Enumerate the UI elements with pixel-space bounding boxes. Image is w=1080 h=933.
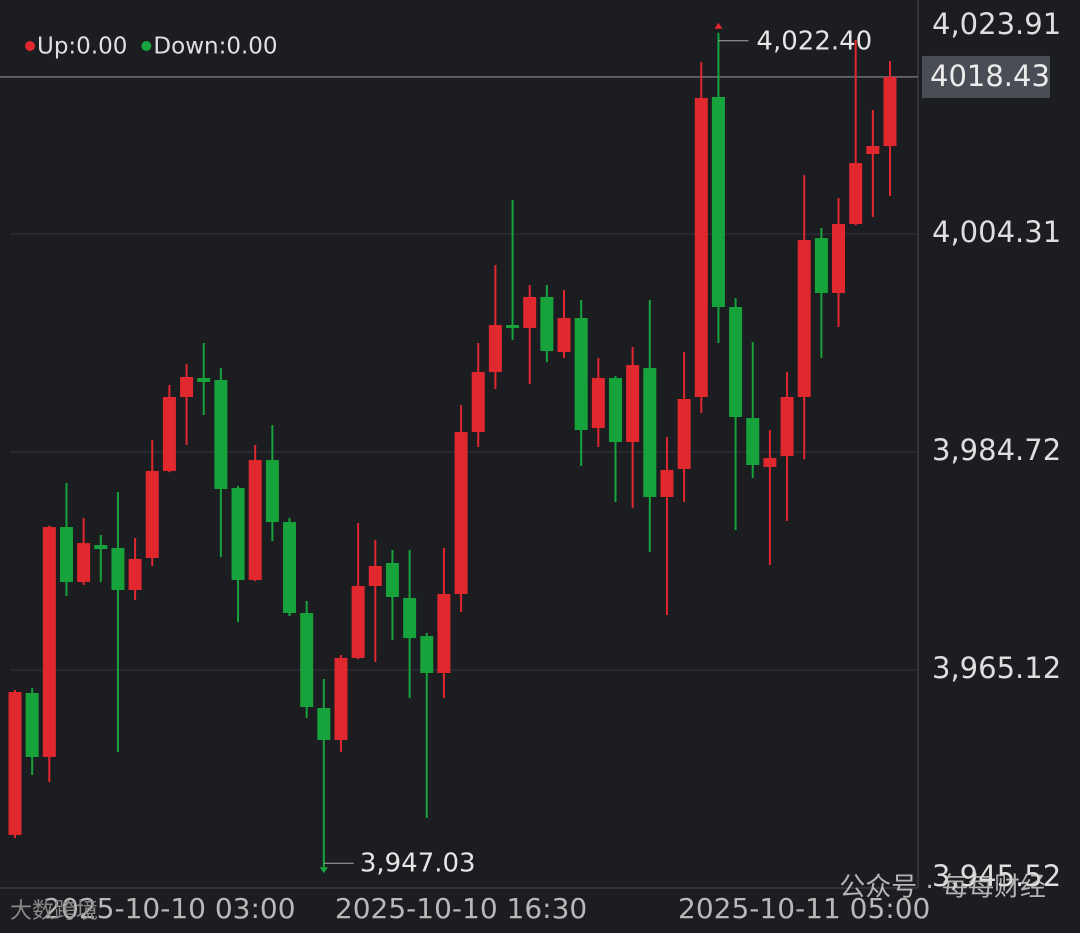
candle-body xyxy=(660,469,674,497)
candle-body xyxy=(437,593,451,673)
candle-body xyxy=(111,548,125,590)
x-tick-label: 2025-10-10 16:30 xyxy=(335,892,587,925)
candle-body xyxy=(608,377,622,443)
watermark: 公众号 · 每每财经 xyxy=(839,873,1046,903)
legend-label: Up:0.00 xyxy=(37,34,127,60)
candle-body xyxy=(832,224,846,293)
candle-body xyxy=(540,296,554,352)
candle-body xyxy=(729,307,743,418)
candle-body xyxy=(368,565,382,586)
candle-body xyxy=(334,657,348,740)
candle-body xyxy=(814,238,828,293)
candle-body xyxy=(42,527,56,757)
legend-dot xyxy=(141,41,152,51)
candle-body xyxy=(591,377,605,429)
candle-body xyxy=(317,708,331,740)
candle-body xyxy=(574,318,588,431)
y-tick-label: 3,965.12 xyxy=(932,651,1061,685)
y-tick-label: 3,984.72 xyxy=(932,433,1061,467)
candle-body xyxy=(351,585,365,658)
candle-body xyxy=(25,692,39,757)
candle-body xyxy=(523,296,537,329)
legend-dot xyxy=(25,41,35,51)
candle-body xyxy=(248,460,262,580)
candle-body xyxy=(77,543,91,582)
y-tick-label: 3,945.52 xyxy=(932,859,1061,893)
low-label: 3,947.03 xyxy=(360,849,476,879)
candle-body xyxy=(763,458,777,467)
candle-body xyxy=(780,396,794,457)
high-label: 4,022.40 xyxy=(756,26,872,56)
y-tick-label: 4,023.91 xyxy=(932,7,1061,41)
last-price-box xyxy=(922,55,1050,98)
candle-body xyxy=(180,376,194,397)
candle-body xyxy=(59,527,73,582)
candle-body xyxy=(8,691,22,835)
candle-body xyxy=(403,598,417,639)
candle-body xyxy=(866,146,880,155)
x-tick-label: 2025-10-10 03:00 xyxy=(43,892,295,925)
candle-body xyxy=(643,368,657,497)
candle-body xyxy=(265,460,279,523)
candle-body xyxy=(197,377,211,382)
candle-body xyxy=(385,562,399,597)
low-marker xyxy=(319,867,328,874)
candle-body xyxy=(231,487,245,580)
candle-body xyxy=(746,418,760,465)
candle-body xyxy=(506,325,520,329)
candle-body xyxy=(797,240,811,397)
candle-body xyxy=(283,522,297,614)
candle-body xyxy=(694,97,708,397)
y-tick-label: 4,004.31 xyxy=(932,215,1061,249)
high-marker xyxy=(714,22,723,29)
candle-body xyxy=(626,365,640,443)
plot: 3,945.52 3,965.12 3,984.72 4,004.31 4,023.91… xyxy=(0,0,1061,925)
candle-body xyxy=(162,396,176,471)
candle-body xyxy=(454,432,468,594)
candle-body xyxy=(145,470,159,558)
candle-body xyxy=(677,398,691,469)
legend-label: Down:0.00 xyxy=(153,34,277,60)
candle-body xyxy=(94,545,108,550)
candle-body xyxy=(883,76,897,147)
candle-body xyxy=(214,379,228,489)
watermark: 大数跨境 xyxy=(10,899,98,924)
candle-body xyxy=(488,325,502,373)
candle-body xyxy=(849,163,863,225)
candle-body xyxy=(420,636,434,673)
x-tick-label: 2025-10-11 05:00 xyxy=(678,892,930,925)
candle-body xyxy=(471,372,485,433)
candle-body xyxy=(300,613,314,708)
candle-body xyxy=(128,558,142,590)
candle-body xyxy=(711,96,725,308)
last-price-label: 4018.43 xyxy=(930,59,1050,93)
candle-body xyxy=(557,318,571,353)
